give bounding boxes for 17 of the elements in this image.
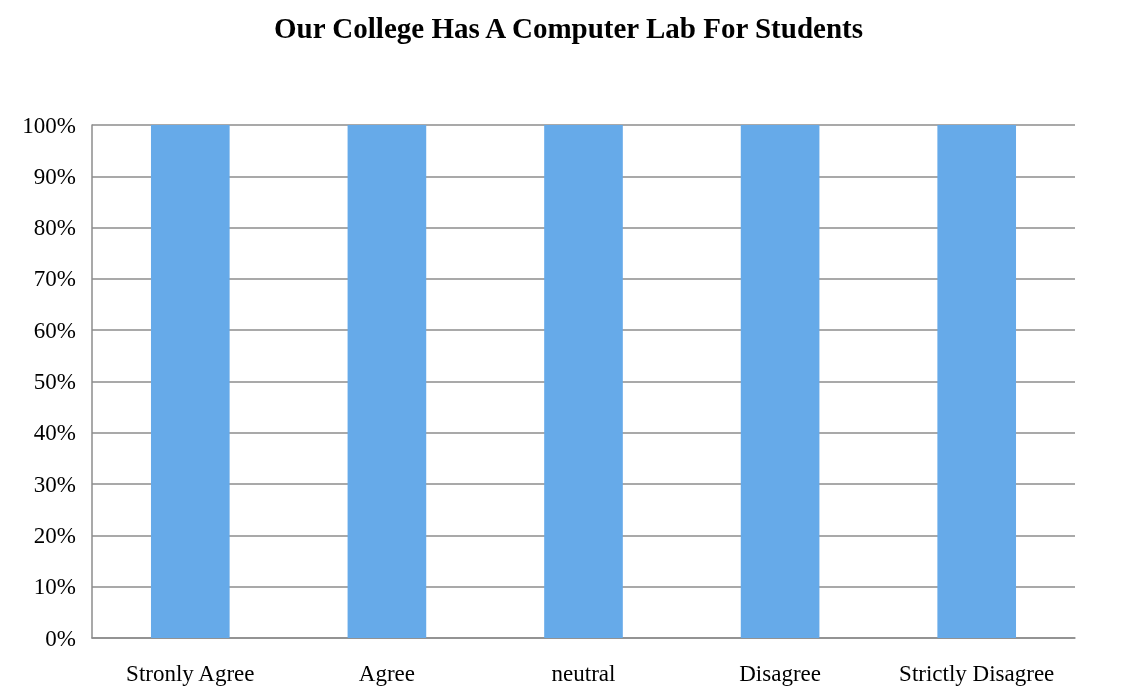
y-tick-label: 80% bbox=[33, 215, 76, 241]
y-tick-label: 10% bbox=[33, 574, 76, 600]
x-tick-label: Disagree bbox=[739, 661, 821, 686]
chart-title: Our College Has A Computer Lab For Students bbox=[274, 11, 863, 44]
y-tick-label: 50% bbox=[33, 369, 76, 394]
x-tick-label: Strictly Disagree bbox=[899, 661, 1055, 686]
y-tick-label: 40% bbox=[33, 420, 76, 446]
y-tick-label: 100% bbox=[22, 112, 76, 138]
y-tick-label: 20% bbox=[33, 522, 76, 548]
x-tick-label: Stronly Agree bbox=[126, 661, 255, 686]
x-tick-label: Agree bbox=[358, 661, 415, 686]
x-tick-label: neutral bbox=[551, 661, 616, 686]
y-tick-label: 60% bbox=[33, 317, 76, 343]
y-tick-label: 70% bbox=[33, 266, 76, 292]
y-tick-label: 90% bbox=[33, 163, 76, 189]
y-tick-label: 0% bbox=[45, 625, 76, 651]
y-tick-label: 30% bbox=[33, 471, 76, 497]
